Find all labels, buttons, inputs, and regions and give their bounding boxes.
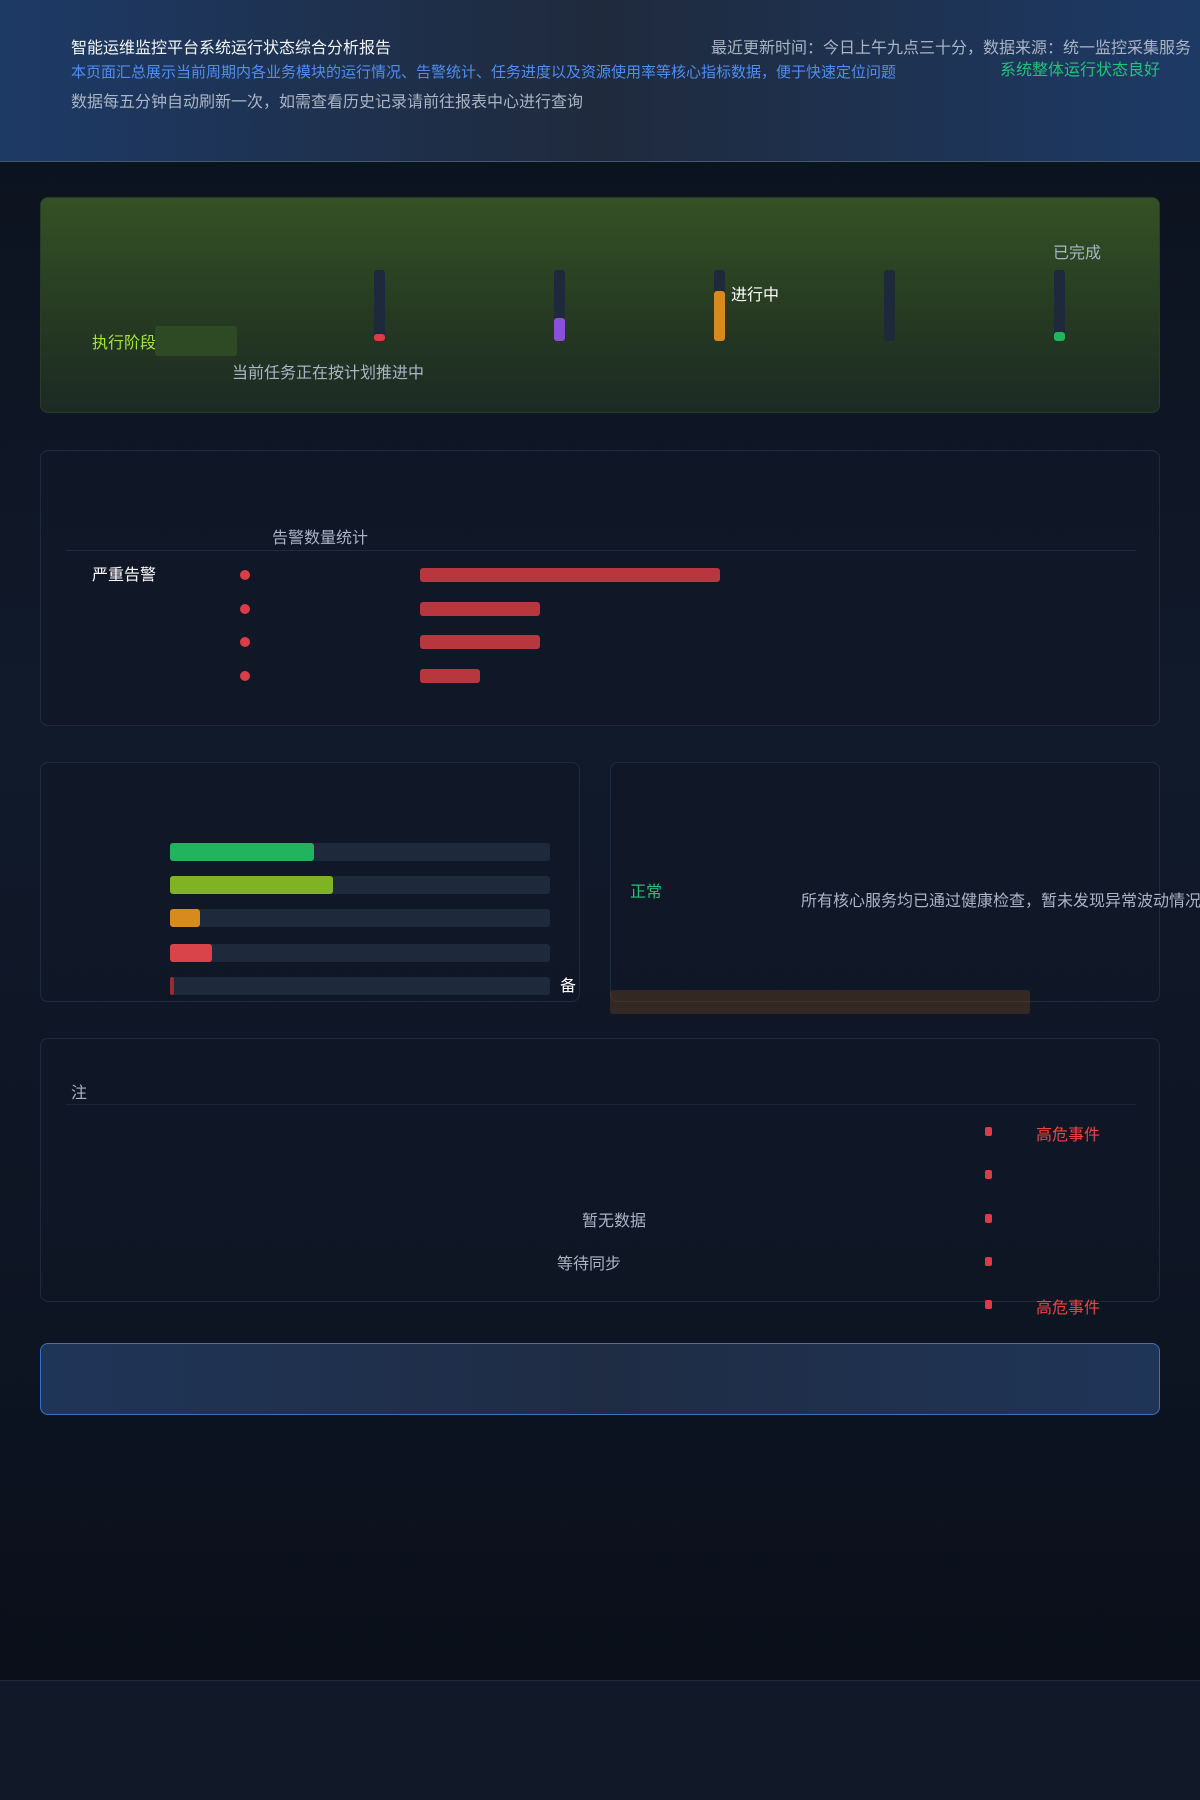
event-dot [985, 1300, 992, 1310]
events-panel [40, 1038, 1160, 1302]
summary-text: 所有核心服务均已通过健康检查，暂未发现异常波动情况 [801, 891, 1200, 910]
alerts-panel [40, 450, 1160, 726]
event-dot [985, 1213, 992, 1223]
summary-tag: 正常 [630, 882, 663, 901]
stage-bar [554, 318, 565, 341]
stage-bar [714, 291, 725, 341]
events-center: 暂无数据 [582, 1211, 647, 1230]
alert-bar [420, 602, 540, 616]
event-dot [985, 1170, 992, 1180]
summary-panel [610, 762, 1160, 1002]
event-dot [985, 1256, 992, 1266]
progress-chip [155, 326, 237, 356]
header-status: 系统整体运行状态良好 [999, 60, 1160, 79]
event-label: 高危事件 [1036, 1298, 1101, 1317]
usage-bar [170, 843, 315, 861]
alert-bar [420, 635, 540, 649]
progress-note: 当前任务正在按计划推进中 [232, 363, 425, 382]
usage-bar [170, 909, 201, 927]
alert-bar [420, 568, 720, 582]
alert-dot [240, 637, 250, 647]
header [0, 0, 1200, 162]
usage-marker: 备 [560, 976, 577, 995]
footer [0, 1680, 1200, 1800]
usage-bar [170, 944, 212, 962]
usage-bar [170, 876, 334, 894]
alert-dot [240, 604, 250, 614]
divider [66, 550, 1136, 551]
progress-panel [40, 197, 1160, 413]
usage-track [170, 944, 550, 962]
stage-track [884, 270, 895, 341]
alert-dot [240, 570, 250, 580]
divider [66, 1104, 1136, 1105]
header-title: 智能运维监控平台系统运行状态综合分析报告 [71, 38, 392, 57]
usage-track [170, 977, 550, 995]
stage-bar [374, 333, 385, 341]
stage-track [554, 270, 565, 341]
alerts-header: 告警数量统计 [272, 528, 369, 547]
events-center: 等待同步 [557, 1254, 622, 1273]
summary-strip [610, 990, 1030, 1014]
alerts-label: 严重告警 [92, 565, 157, 584]
header-meta: 最近更新时间：今日上午九点三十分，数据来源：统一监控采集服务 [710, 38, 1191, 57]
event-label: 高危事件 [1036, 1125, 1101, 1144]
header-subtitle: 本页面汇总展示当前周期内各业务模块的运行情况、告警统计、任务进度以及资源使用率等… [71, 63, 897, 81]
event-dot [985, 1127, 992, 1136]
usage-bar [170, 977, 174, 995]
progress-current: 进行中 [731, 285, 780, 304]
stage-bar [1054, 331, 1065, 341]
progress-label: 执行阶段 [92, 333, 157, 352]
alert-dot [240, 671, 250, 681]
events-icon: 注 [71, 1083, 88, 1102]
progress-done: 已完成 [1053, 243, 1102, 262]
usage-track [170, 909, 550, 927]
header-description: 数据每五分钟自动刷新一次，如需查看历史记录请前往报表中心进行查询 [71, 92, 584, 111]
alert-bar [420, 669, 480, 683]
stage-track [1054, 270, 1065, 341]
banner [40, 1343, 1160, 1415]
stage-track [374, 270, 385, 341]
